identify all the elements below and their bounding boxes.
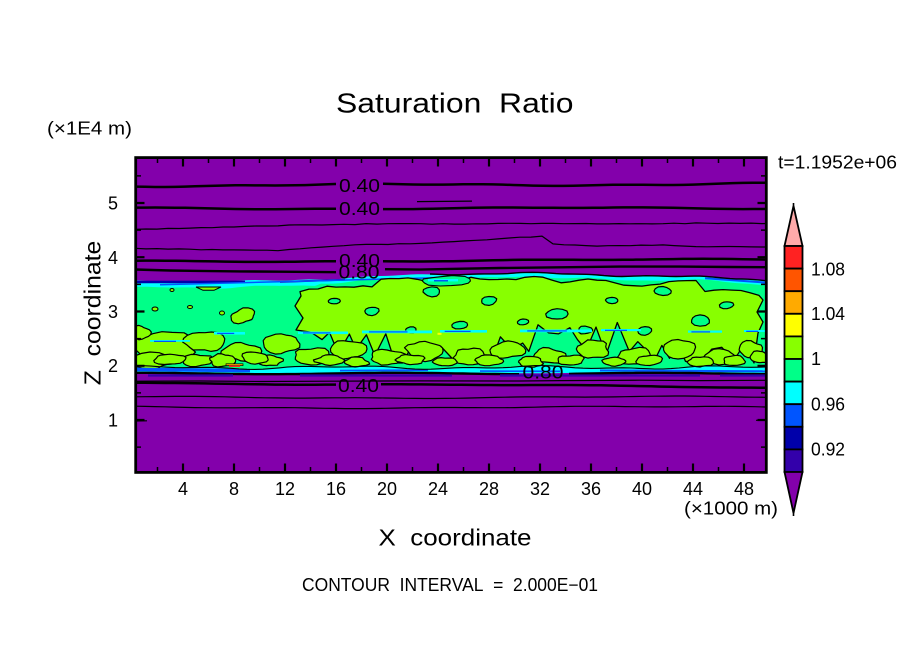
svg-text:0.80: 0.80 bbox=[523, 363, 564, 383]
svg-text:Z coordinate: Z coordinate bbox=[80, 241, 106, 386]
svg-text:20: 20 bbox=[377, 479, 397, 499]
svg-text:(×1E4 m): (×1E4 m) bbox=[47, 119, 132, 139]
svg-text:0.40: 0.40 bbox=[339, 251, 380, 271]
svg-text:12: 12 bbox=[275, 479, 295, 499]
svg-text:0.40: 0.40 bbox=[339, 176, 380, 196]
svg-text:1: 1 bbox=[811, 349, 821, 369]
svg-text:Saturation Ratio: Saturation Ratio bbox=[336, 88, 574, 119]
svg-text:16: 16 bbox=[326, 479, 346, 499]
svg-text:28: 28 bbox=[479, 479, 499, 499]
svg-text:CONTOUR INTERVAL = 2.000E−0: CONTOUR INTERVAL = 2.000E−01 bbox=[302, 575, 598, 595]
svg-text:4: 4 bbox=[108, 248, 118, 268]
svg-text:0.92: 0.92 bbox=[811, 440, 845, 460]
svg-text:24: 24 bbox=[428, 479, 448, 499]
svg-text:44: 44 bbox=[683, 479, 703, 499]
svg-text:1.08: 1.08 bbox=[811, 259, 845, 279]
svg-text:2: 2 bbox=[108, 356, 118, 376]
svg-text:40: 40 bbox=[632, 479, 652, 499]
svg-text:0.96: 0.96 bbox=[811, 394, 845, 414]
svg-text:4: 4 bbox=[178, 479, 188, 499]
svg-text:t=1.1952e+06: t=1.1952e+06 bbox=[778, 153, 897, 173]
svg-text:8: 8 bbox=[229, 479, 239, 499]
svg-text:X coordinate: X coordinate bbox=[379, 525, 532, 551]
svg-text:3: 3 bbox=[108, 302, 118, 322]
svg-text:(×1000 m): (×1000 m) bbox=[684, 499, 778, 519]
svg-text:32: 32 bbox=[530, 479, 550, 499]
svg-text:36: 36 bbox=[581, 479, 601, 499]
svg-text:0.80: 0.80 bbox=[339, 263, 380, 283]
svg-text:0.40: 0.40 bbox=[338, 376, 379, 396]
svg-text:1: 1 bbox=[108, 411, 118, 431]
svg-text:5: 5 bbox=[108, 194, 118, 214]
svg-text:0.40: 0.40 bbox=[339, 199, 380, 219]
svg-text:1.04: 1.04 bbox=[811, 304, 845, 324]
svg-text:48: 48 bbox=[734, 479, 754, 499]
